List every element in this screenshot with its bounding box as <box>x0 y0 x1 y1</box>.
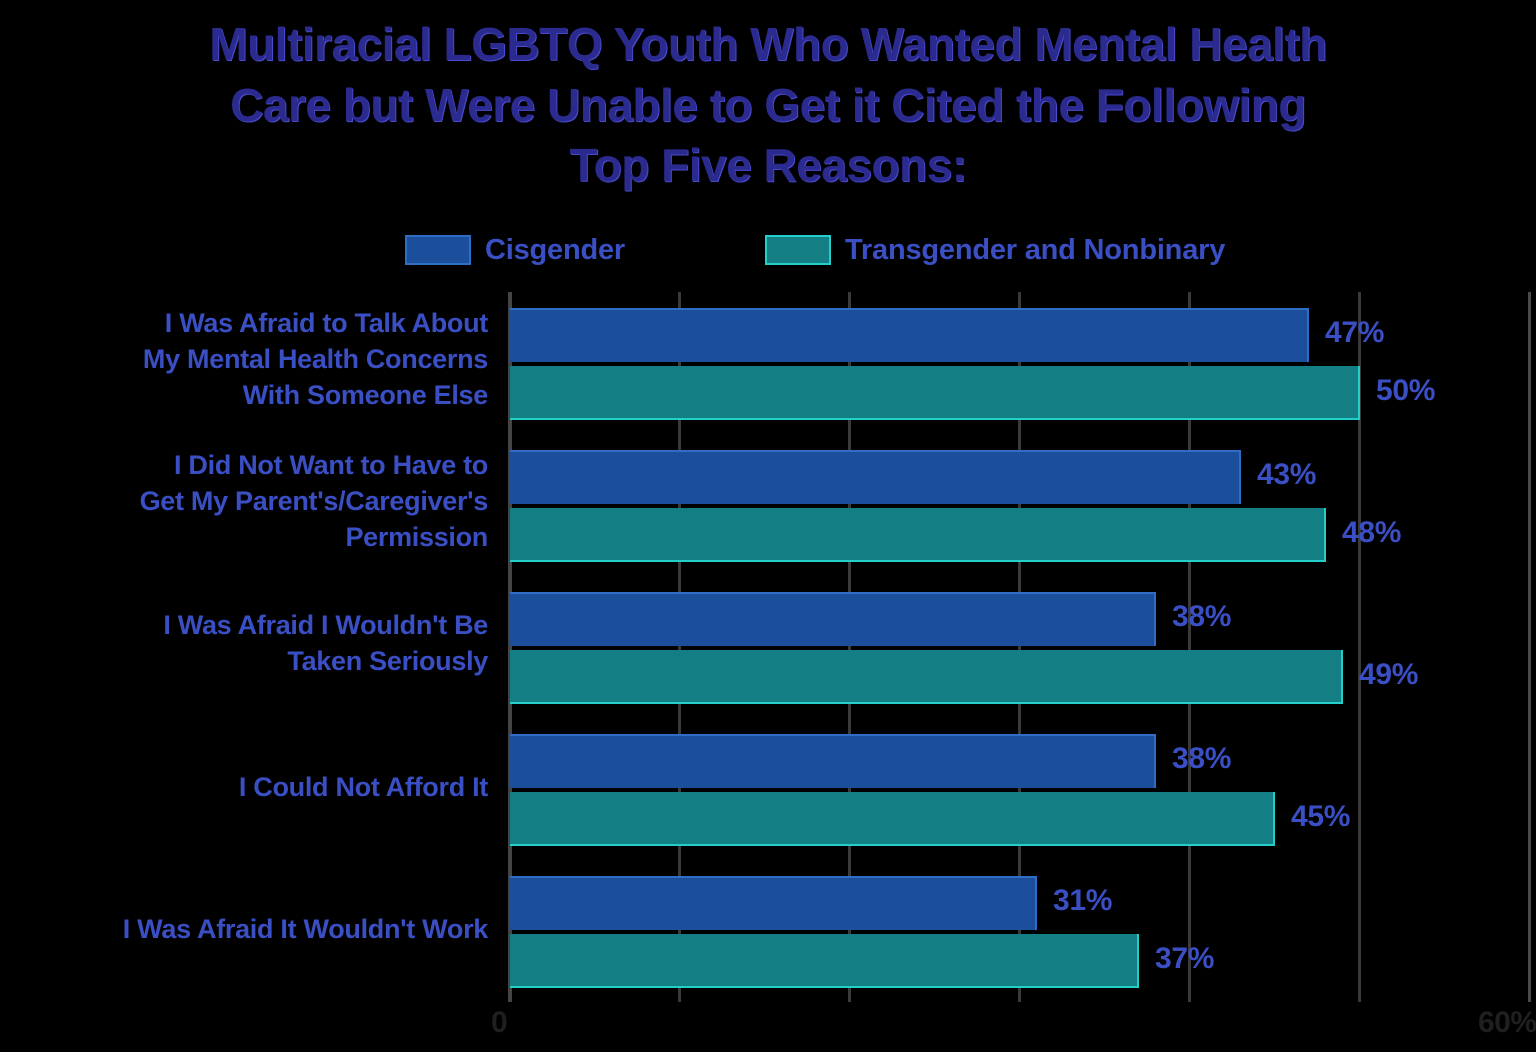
bar-3-transgender-nonbinary[interactable] <box>510 792 1275 846</box>
bar-value-1-transgender-nonbinary: 48% <box>1342 516 1402 549</box>
category-label-1-line-2: Get My Parent's/Caregiver's <box>139 485 489 516</box>
gridline-40 <box>1188 292 1191 1002</box>
category-label-2-line-1: I Was Afraid I Wouldn't Be <box>163 610 488 640</box>
chart-legend: Cisgender Transgender and Nonbinary <box>405 233 1225 267</box>
bar-1-transgender-nonbinary[interactable] <box>510 508 1326 562</box>
page-title-line-2: Care but Were Unable to Get it Cited the… <box>230 78 1306 131</box>
legend-swatch-cisgender <box>405 235 471 265</box>
bar-value-1-cisgender: 43% <box>1257 458 1317 491</box>
chart-plot-area: I Was Afraid to Talk About My Mental Hea… <box>0 292 1536 1002</box>
bar-1-cisgender[interactable] <box>510 450 1241 504</box>
bar-group-3: I Could Not Afford It 38% 45% <box>0 718 1536 860</box>
legend-label-cisgender: Cisgender <box>485 233 626 266</box>
category-label-0-line-3: With Someone Else <box>242 379 489 410</box>
gridline-30 <box>1018 292 1021 1002</box>
x-axis-tick-labels: 0 60% <box>0 1006 1536 1052</box>
page-title-line-1: Multiracial LGBTQ Youth Who Wanted Menta… <box>209 18 1327 70</box>
bar-value-3-transgender-nonbinary: 45% <box>1291 800 1351 833</box>
category-label-3: I Could Not Afford It <box>10 770 488 806</box>
bar-2-cisgender[interactable] <box>510 592 1156 646</box>
category-label-4-line-1: I Was Afraid It Wouldn't Work <box>122 914 489 944</box>
gridline-50 <box>1358 292 1361 1002</box>
bar-value-0-cisgender: 47% <box>1325 316 1385 349</box>
bar-group-0: I Was Afraid to Talk About My Mental Hea… <box>0 292 1536 434</box>
legend-item-cisgender[interactable]: Cisgender <box>405 234 625 267</box>
chart-bar-groups: I Was Afraid to Talk About My Mental Hea… <box>0 292 1536 1002</box>
bar-value-2-transgender-nonbinary: 49% <box>1359 658 1419 691</box>
bar-group-1: I Did Not Want to Have to Get My Parent'… <box>0 434 1536 576</box>
bar-group-4: I Was Afraid It Wouldn't Work 31% 37% <box>0 860 1536 1002</box>
bar-value-2-cisgender: 38% <box>1172 600 1232 633</box>
category-label-0: I Was Afraid to Talk About My Mental Hea… <box>10 306 488 414</box>
category-label-0-line-2: My Mental Health Concerns <box>142 343 488 374</box>
legend-swatch-transgender-nonbinary <box>765 235 832 265</box>
bar-0-cisgender[interactable] <box>510 308 1309 362</box>
gridline-0 <box>508 292 512 1002</box>
bar-value-4-transgender-nonbinary: 37% <box>1155 942 1215 975</box>
bar-value-0-transgender-nonbinary: 50% <box>1376 374 1436 407</box>
gridline-10 <box>678 292 681 1002</box>
bar-0-transgender-nonbinary[interactable] <box>510 366 1360 420</box>
bar-group-2: I Was Afraid I Wouldn't Be Taken Serious… <box>0 576 1536 718</box>
gridline-20 <box>848 292 851 1002</box>
legend-label-transgender-nonbinary: Transgender and Nonbinary <box>845 233 1226 266</box>
chart-gridlines <box>0 292 1536 1002</box>
page-title: Multiracial LGBTQ Youth Who Wanted Menta… <box>40 14 1496 196</box>
category-label-1-line-1: I Did Not Want to Have to <box>174 450 488 480</box>
legend-item-transgender-nonbinary[interactable]: Transgender and Nonbinary <box>765 234 1225 267</box>
bar-2-transgender-nonbinary[interactable] <box>510 650 1343 704</box>
category-label-0-line-1: I Was Afraid to Talk About <box>164 308 489 338</box>
category-label-3-line-1: I Could Not Afford It <box>238 772 488 802</box>
category-label-2: I Was Afraid I Wouldn't Be Taken Serious… <box>10 608 488 680</box>
gridline-60 <box>1528 292 1531 1002</box>
category-label-2-line-2: Taken Seriously <box>287 645 488 676</box>
bar-value-3-cisgender: 38% <box>1172 742 1232 775</box>
category-label-1-line-3: Permission <box>345 521 488 552</box>
category-label-4: I Was Afraid It Wouldn't Work <box>10 912 489 948</box>
bar-4-cisgender[interactable] <box>510 876 1037 930</box>
bar-3-cisgender[interactable] <box>510 734 1156 788</box>
x-axis-label-max: 60% <box>1478 1006 1536 1039</box>
category-label-1: I Did Not Want to Have to Get My Parent'… <box>10 448 489 556</box>
bar-value-4-cisgender: 31% <box>1053 884 1113 917</box>
x-axis-label-min: 0 <box>491 1006 508 1039</box>
bar-4-transgender-nonbinary[interactable] <box>510 934 1139 988</box>
page-title-line-3: Top Five Reasons: <box>569 139 967 192</box>
